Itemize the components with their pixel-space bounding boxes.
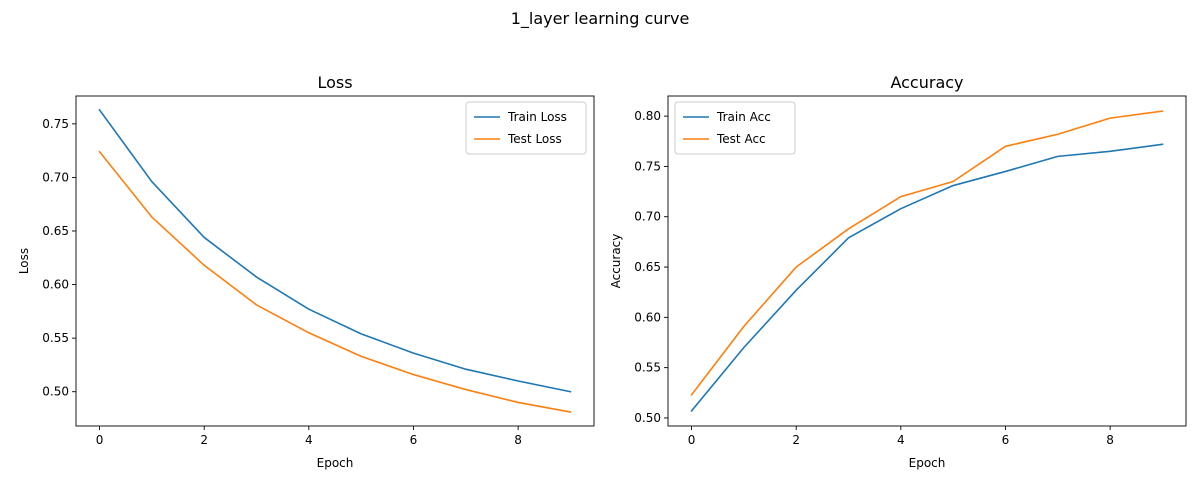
loss-y-tick-label: 0.50 <box>42 385 69 399</box>
loss-x-tick-label: 2 <box>200 433 208 447</box>
loss-x-tick-label: 6 <box>410 433 418 447</box>
loss-chart-title: Loss <box>317 73 352 92</box>
accuracy-legend-label: Test Acc <box>716 132 766 146</box>
accuracy-x-axis-label: Epoch <box>909 456 946 470</box>
accuracy-chart-title: Accuracy <box>890 73 963 92</box>
loss-x-tick-label: 0 <box>96 433 104 447</box>
accuracy-y-tick-label: 0.80 <box>634 109 661 123</box>
accuracy-y-axis-label: Accuracy <box>609 234 623 289</box>
accuracy-x-tick-label: 6 <box>1002 433 1010 447</box>
loss-y-tick-label: 0.55 <box>42 331 69 345</box>
accuracy-legend: Train Acc Test Acc <box>674 101 796 155</box>
loss-y-tick-label: 0.60 <box>42 278 69 292</box>
accuracy-y-tick-label: 0.60 <box>634 310 661 324</box>
loss-series-line-1 <box>98 150 572 414</box>
loss-y-tick-label: 0.65 <box>42 224 69 238</box>
accuracy-x-tick-label: 8 <box>1106 433 1114 447</box>
loss-legend-label: Test Loss <box>507 132 562 146</box>
accuracy-plot-frame <box>667 95 1187 427</box>
accuracy-series-line-0 <box>690 143 1164 413</box>
accuracy-x-tick-label: 4 <box>897 433 905 447</box>
figure-title: 1_layer learning curve <box>511 9 690 29</box>
accuracy-y-tick-label: 0.55 <box>634 361 661 375</box>
accuracy-series-line-1 <box>690 110 1164 396</box>
accuracy-y-tick-label: 0.65 <box>634 260 661 274</box>
accuracy-x-tick-label: 0 <box>688 433 696 447</box>
loss-legend-box <box>465 101 587 155</box>
loss-legend-label: Train Loss <box>507 110 567 124</box>
loss-series-line-0 <box>98 108 572 393</box>
accuracy-y-tick-label: 0.50 <box>634 411 661 425</box>
accuracy-y-tick-label: 0.70 <box>634 210 661 224</box>
loss-y-tick-label: 0.75 <box>42 117 69 131</box>
loss-plot-frame <box>75 95 595 427</box>
loss-legend: Train Loss Test Loss <box>465 101 587 155</box>
loss-x-tick-label: 8 <box>514 433 522 447</box>
accuracy-y-tick-label: 0.75 <box>634 159 661 173</box>
loss-y-axis-label: Loss <box>17 248 31 274</box>
loss-x-tick-label: 4 <box>305 433 313 447</box>
accuracy-x-tick-label: 2 <box>792 433 800 447</box>
accuracy-legend-label: Train Acc <box>716 110 771 124</box>
loss-y-tick-label: 0.70 <box>42 170 69 184</box>
accuracy-legend-box <box>674 101 796 155</box>
loss-x-axis-label: Epoch <box>317 456 354 470</box>
accuracy-chart: Accuracy 0 2 4 6 8 0.50 0.55 0.60 0.65 0.70 0.75 0.8… <box>609 73 1187 470</box>
loss-chart: Loss 0 2 4 6 8 0.50 0.55 0.60 0.65 0.70 0.75 Epoch Lo… <box>17 73 595 470</box>
